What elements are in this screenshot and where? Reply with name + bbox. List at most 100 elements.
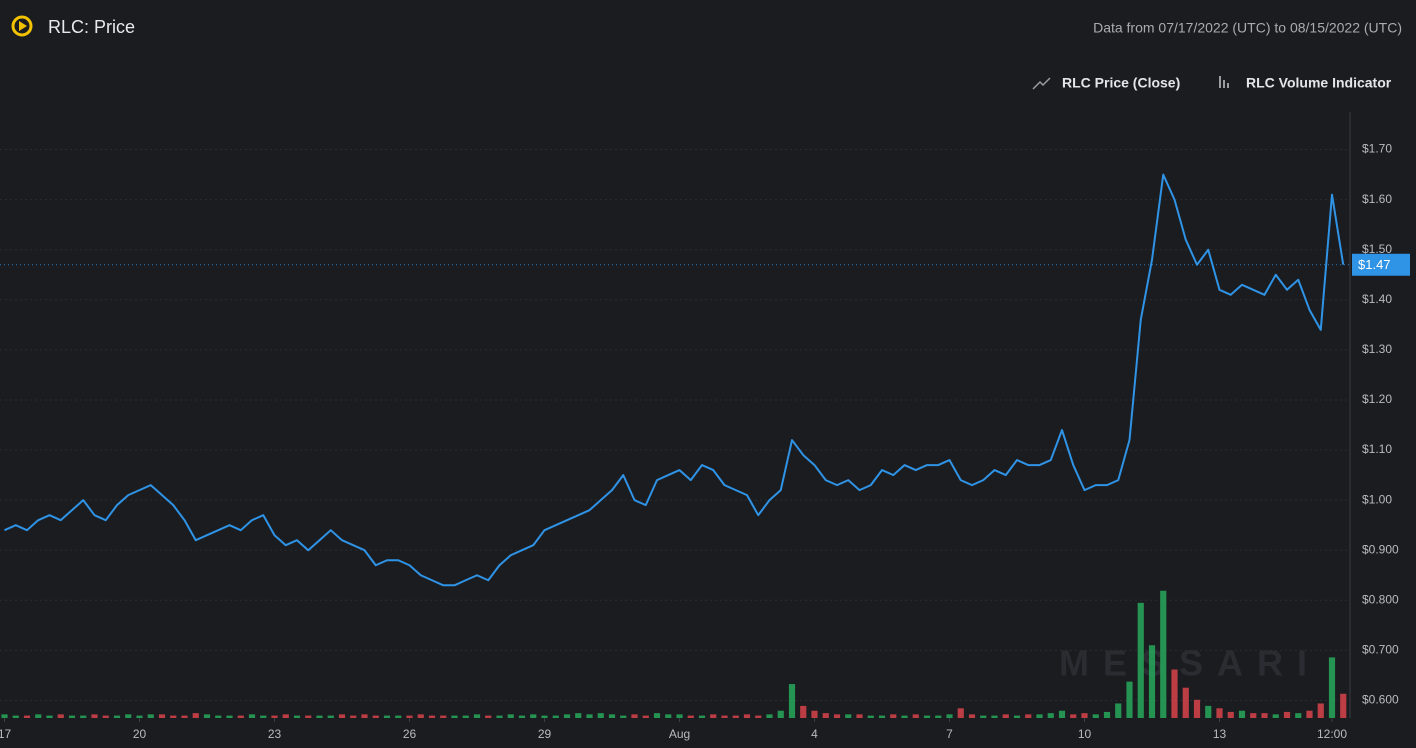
volume-bar: [518, 715, 526, 718]
volume-bar: [496, 715, 503, 718]
volume-bar: [946, 714, 953, 718]
volume-bar: [192, 713, 199, 718]
y-tick-label: $1.20: [1362, 392, 1392, 406]
volume-bar: [170, 715, 177, 718]
y-tick-label: $1.30: [1362, 342, 1392, 356]
volume-bar: [1216, 708, 1223, 718]
volume-bar: [147, 714, 154, 718]
last-price-tag: [1352, 253, 1410, 276]
volume-bar: [46, 715, 53, 718]
y-tick-label: $1.40: [1362, 292, 1392, 306]
volume-bar: [316, 715, 323, 718]
volume-bar: [1047, 713, 1054, 718]
legend-label[interactable]: RLC Price (Close): [1062, 75, 1180, 91]
volume-bar: [608, 714, 616, 718]
volume-bar: [181, 715, 188, 718]
volume-bar: [136, 715, 143, 718]
volume-bar: [1148, 645, 1156, 718]
y-tick-label: $1.50: [1362, 242, 1392, 256]
volume-bar: [113, 715, 121, 718]
volume-bar: [1182, 687, 1189, 718]
y-tick-label: $1.10: [1362, 442, 1392, 456]
volume-bar: [1137, 602, 1144, 718]
y-tick-label: $1.00: [1362, 492, 1392, 506]
volume-bar: [935, 715, 942, 718]
legend-bar-icon: [1223, 80, 1225, 88]
volume-bar: [237, 715, 244, 718]
legend-bar-icon: [1227, 83, 1229, 88]
volume-bar: [822, 713, 829, 718]
volume-bar: [800, 705, 807, 718]
volume-bar: [1328, 657, 1336, 718]
volume-bar: [968, 714, 976, 718]
legend-line-icon: [1032, 77, 1051, 90]
volume-bar: [665, 714, 672, 718]
volume-bar: [620, 715, 627, 718]
legend-label[interactable]: RLC Volume Indicator: [1246, 75, 1392, 91]
logo: [11, 15, 33, 37]
volume-bar: [1261, 713, 1268, 718]
volume-bar: [428, 715, 436, 718]
volume-bar: [507, 714, 514, 718]
volume-bar: [1227, 711, 1234, 718]
volume-bar: [361, 714, 368, 718]
volume-bar: [698, 715, 706, 718]
volume-bar: [721, 715, 728, 718]
x-tick-label: 17: [0, 727, 11, 741]
volume-bar: [642, 715, 649, 718]
y-tick-label: $1.70: [1362, 142, 1392, 156]
volume-bar: [530, 714, 537, 718]
volume-bar: [575, 713, 582, 718]
volume-bar: [833, 714, 841, 718]
volume-bar: [451, 715, 458, 718]
x-tick-label: 29: [538, 727, 552, 741]
volume-bar: [260, 715, 267, 718]
volume-bar: [890, 714, 897, 718]
volume-bar: [811, 710, 818, 718]
chart-title: RLC: Price: [48, 17, 135, 37]
legend-bar-icon: [1219, 76, 1221, 88]
volume-bar: [552, 715, 559, 718]
volume-bar: [597, 713, 604, 718]
volume-bar: [406, 715, 413, 718]
volume-bar: [35, 714, 42, 718]
volume-bar: [732, 715, 739, 718]
x-tick-label: Aug: [669, 727, 690, 741]
volume-bar: [845, 714, 852, 718]
volume-bar: [383, 715, 391, 718]
volume-bar: [980, 715, 987, 718]
volume-bar: [417, 714, 424, 718]
y-tick-label: $0.700: [1362, 643, 1399, 657]
watermark: MESSARI: [1059, 643, 1321, 684]
volume-bar: [867, 715, 874, 718]
volume-bar: [1081, 713, 1088, 718]
volume-bar: [102, 715, 109, 718]
price-line: [4, 173, 1345, 587]
volume-bar: [1058, 710, 1066, 718]
volume-bar: [91, 714, 98, 718]
volume-bar: [395, 715, 402, 718]
x-tick-label: 26: [403, 727, 417, 741]
logo-mark: [19, 21, 27, 31]
y-tick-label: $0.800: [1362, 592, 1399, 606]
volume-bar: [1126, 681, 1133, 718]
volume-bar: [1002, 714, 1009, 718]
volume-bar: [912, 714, 919, 718]
volume-bar: [856, 714, 863, 718]
volume-bar: [777, 710, 784, 718]
volume-bar: [563, 714, 571, 718]
volume-bar: [1013, 715, 1021, 718]
volume-bar: [1092, 714, 1099, 718]
volume-bar: [901, 715, 908, 718]
volume-bar: [226, 715, 233, 718]
volume-bar: [1306, 710, 1313, 718]
volume-bar: [788, 684, 796, 718]
volume-bar: [1171, 669, 1178, 718]
volume-bar: [1340, 693, 1347, 718]
volume-bar: [586, 714, 593, 718]
volume-bar: [293, 715, 301, 718]
volume-bar: [541, 715, 548, 718]
volume-bar: [1, 714, 8, 718]
volume-bar: [473, 714, 481, 718]
